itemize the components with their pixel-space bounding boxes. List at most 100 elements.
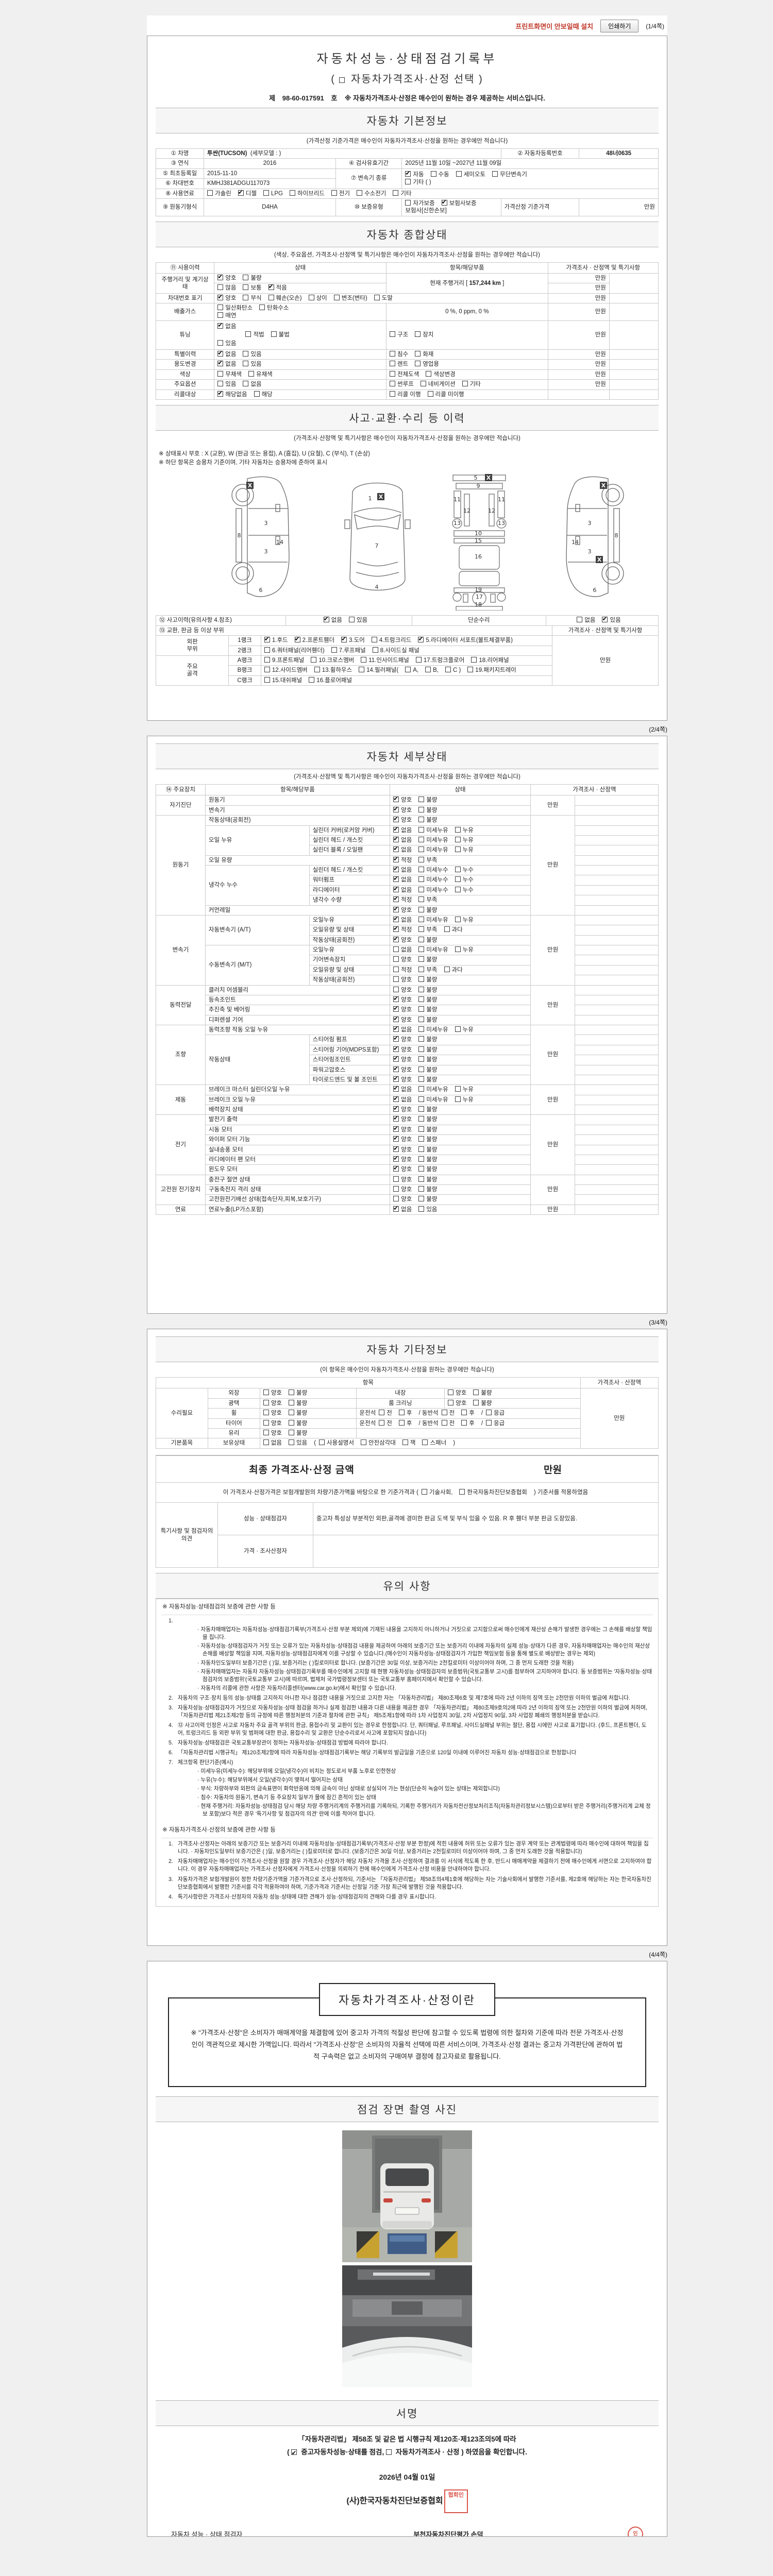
note-cell xyxy=(575,795,659,806)
caution-item: 2. 자동차매매업자는 매수인이 가격조사·산정을 원할 경우 가격조사·산정자가… xyxy=(169,1858,652,1873)
frame-group-label: 주요 골격 xyxy=(155,655,229,686)
page-marker-3: (3/4쪽) xyxy=(649,1319,667,1326)
state-cell: 양호 불량 xyxy=(390,1044,531,1056)
option: 불량 xyxy=(473,1389,492,1397)
table-row: 수리필요 외장 양호 불량 내장 양호 불량 만원 xyxy=(156,1388,659,1449)
checkbox xyxy=(372,647,378,653)
checkbox xyxy=(430,171,436,177)
checkbox-label: 스패너 xyxy=(430,1440,447,1447)
price-cell: 만원 xyxy=(530,1084,576,1115)
x-mark-badge xyxy=(377,493,384,501)
checkbox-label: 8.사이드실 패널 xyxy=(380,647,419,654)
final-price-row: 최종 가격조사·산정 금액 만원 xyxy=(156,1454,659,1483)
checkbox-label: 불법 xyxy=(278,332,290,338)
option: 양호 xyxy=(393,905,412,914)
price-cell: 만원 xyxy=(530,795,576,816)
checkbox xyxy=(217,349,224,357)
checkbox-label: 썬루프 xyxy=(397,381,414,388)
option: LPG xyxy=(263,190,283,197)
note-cell xyxy=(575,1074,659,1086)
x-mark-badge xyxy=(600,482,607,489)
checkbox-label: 11.인사이드패널 xyxy=(368,657,409,664)
install-notice-link[interactable]: 프린트화면이 안보일때 설치 xyxy=(515,23,594,30)
table-row: 실내송풍 모터 양호 불량 xyxy=(156,1144,659,1155)
table-row: ⑨ 원동기형식 D4HA ⑩ 보증유형 자가보증보험사보증보험사[신한손보] 가… xyxy=(155,198,659,216)
checkbox xyxy=(393,1025,399,1032)
checkbox xyxy=(390,361,396,367)
table-row: 라디에이터 팬 모터 양호 불량 xyxy=(156,1154,659,1165)
checkbox-label: 변조(변타) xyxy=(341,295,367,301)
checkbox-label: 보통 xyxy=(250,285,262,292)
option: 리콜 미이행 xyxy=(427,391,464,398)
option: 누유 xyxy=(455,836,474,844)
checkbox xyxy=(271,331,277,337)
option: 양호 xyxy=(393,1164,412,1173)
checkbox xyxy=(393,1205,399,1212)
panel-number: 6 xyxy=(593,587,597,594)
note-cell xyxy=(575,1194,659,1205)
checkbox-label: 누유 xyxy=(462,947,474,953)
checkbox xyxy=(390,370,396,377)
option: 하이브리드 xyxy=(289,190,325,197)
checkbox xyxy=(379,1410,385,1416)
table-row: 구동축전지 격리 상태 양호 불량 xyxy=(156,1184,659,1195)
checkbox-label: 12.사이드멤버 xyxy=(272,667,308,674)
option: 양호 xyxy=(217,293,236,302)
option-text: 보험사[신한손보] xyxy=(405,208,447,214)
option: 적음 xyxy=(268,283,287,292)
subitem-cell: 오일누유 xyxy=(309,914,391,926)
table-row: 와이퍼 모터 기능 양호 불량 xyxy=(156,1134,659,1145)
note-cell xyxy=(575,875,659,886)
subitem-cell: 오일유량 및 상태 xyxy=(309,964,391,976)
checkbox-label: 양호 xyxy=(401,1076,412,1083)
option: 전 xyxy=(441,1419,455,1427)
option: 네비게이션 xyxy=(420,381,456,388)
checkbox xyxy=(393,795,399,803)
option: 한국자동차진단보증협회 xyxy=(459,1488,527,1497)
table-row: 브레이크 오일 누유 없음 미세누유 누유 xyxy=(156,1094,659,1106)
emission-values: 0 %, 0 ppm, 0 % xyxy=(386,303,548,321)
checkbox-label: 훼손(오손) xyxy=(276,295,302,301)
checkbox-label: 양호 xyxy=(401,996,412,1003)
print-button[interactable]: 인쇄하기 xyxy=(600,20,639,32)
checkbox xyxy=(455,876,461,883)
option: 없음 xyxy=(393,1205,412,1213)
checkbox-label: 불량 xyxy=(426,1076,438,1083)
subitem-cell: 실린더 헤드 / 개스킷 xyxy=(309,835,391,846)
checkbox xyxy=(418,1146,425,1152)
checkbox xyxy=(393,1155,399,1162)
option: 적정 xyxy=(393,895,412,904)
option: 양호 xyxy=(393,1075,412,1083)
note-cell xyxy=(575,1005,659,1015)
x-mark-label: X xyxy=(248,482,253,489)
item-cell: 클러치 어셈블리 xyxy=(205,985,391,995)
checkbox-label: 없음 xyxy=(401,827,412,834)
checkbox-label: 불량 xyxy=(250,275,262,281)
option: 불량 xyxy=(473,1399,492,1407)
checkbox xyxy=(455,946,461,952)
price-cell: 만원 xyxy=(530,1174,576,1205)
checkbox xyxy=(577,617,583,623)
checkbox-label: 기타 ( ) xyxy=(413,179,431,185)
checkbox xyxy=(393,805,399,813)
option: 미세누수 xyxy=(418,867,448,874)
section-etc: 자동차 기타정보 xyxy=(156,1336,659,1362)
table-row: 워터펌프 없음 미세누수 누수 xyxy=(156,875,659,886)
checkbox xyxy=(393,1186,399,1192)
option: 17.트렁크플로어 xyxy=(415,656,464,664)
note-cell xyxy=(575,925,659,936)
table-row: 디퍼렌셜 기어 양호 불량 xyxy=(156,1014,659,1026)
panel-number: 17 xyxy=(476,594,483,600)
document-column: 프린트화면이 안보일때 설치 인쇄하기 (1/4쪽) 자동차성능·상태점검기록부… xyxy=(147,15,667,2537)
checkbox-label: 누수 xyxy=(462,877,474,884)
checkbox xyxy=(348,617,355,623)
checkbox xyxy=(418,846,425,853)
option: 색상변경 xyxy=(426,370,456,378)
final-price-label: 최종 가격조사·산정 금액 xyxy=(249,1464,355,1476)
checkbox xyxy=(444,966,450,972)
state-cell: 양호 불량 xyxy=(390,795,531,806)
state-cell: 없음 미세누수 누수 xyxy=(390,885,531,896)
option-text: / xyxy=(481,1420,483,1427)
